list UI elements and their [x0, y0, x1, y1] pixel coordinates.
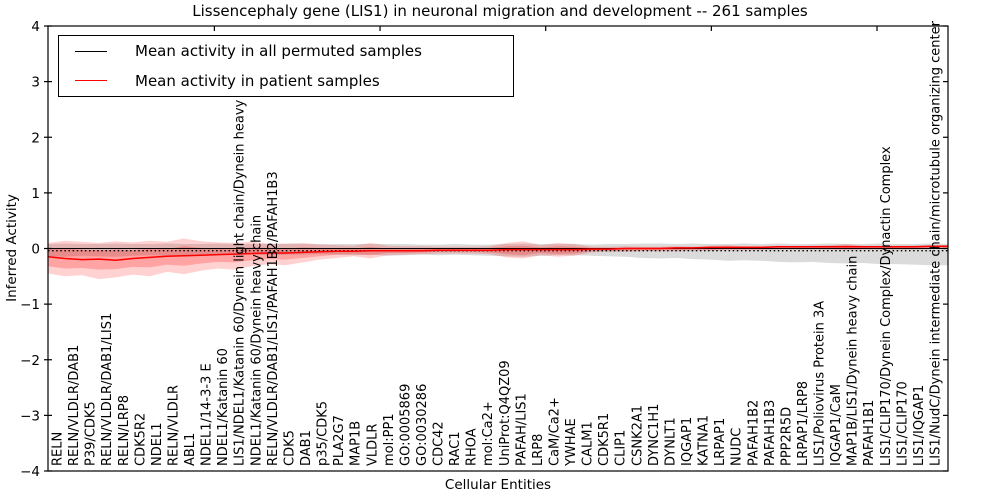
x-tick-label: CDK5R2: [133, 413, 148, 466]
x-tick-label: RELN: [51, 432, 66, 466]
x-tick-label: RELN/VLDLR/DAB1/LIS1: [100, 313, 115, 466]
y-tick-label: −1: [20, 297, 40, 313]
x-tick-label: LIS1/CLIP170: [895, 381, 910, 466]
y-tick-label: −2: [20, 353, 40, 369]
permuted-line-swatch: [75, 50, 107, 52]
x-tick-label: DYNLT1: [663, 417, 678, 466]
y-tick-label: 1: [31, 186, 40, 202]
x-tick-label: PAFAH1B3: [763, 400, 778, 466]
legend-box: Mean activity in all permuted samples Me…: [58, 35, 514, 97]
x-tick-label: RELN/LRP8: [117, 395, 132, 466]
x-tick-label: RELN/VLDLR/DAB1: [67, 345, 82, 466]
x-tick-label: PPP2R5D: [779, 407, 794, 466]
patient-line-swatch: [75, 80, 107, 82]
band-2: [48, 245, 948, 270]
x-tick-label: LIS1/CLIP170/Dynein Complex/Dynactin Com…: [879, 146, 894, 466]
x-tick-label: NDEL1/Katanin 60: [216, 348, 231, 466]
x-tick-label: LIS1/NudC/Dynein intermediate chain/micr…: [929, 20, 944, 466]
x-tick-label: P39/CDK5: [84, 401, 99, 466]
x-tick-label: NDEL1/Katanin 60/Dynein heavy chain: [249, 215, 264, 466]
x-tick-label: RAC1: [448, 431, 463, 466]
legend-item-patient: Mean activity in patient samples: [59, 67, 513, 95]
x-tick-label: RHOA: [465, 428, 480, 466]
x-tick-label: VLDLR: [365, 424, 380, 466]
legend-label-patient: Mean activity in patient samples: [135, 71, 380, 90]
legend-label-permuted: Mean activity in all permuted samples: [135, 42, 422, 61]
chart-title: Lissencephaly gene (LIS1) in neuronal mi…: [192, 2, 808, 20]
x-tick-label: CDK5R1: [597, 413, 612, 466]
x-tick-label: CaM/Ca2+: [548, 397, 563, 466]
x-tick-label: RELN/VLDLR: [167, 385, 182, 466]
x-tick-label: KATNA1: [697, 415, 712, 466]
x-tick-label: CDC42: [432, 421, 447, 466]
legend-item-permuted: Mean activity in all permuted samples: [59, 37, 513, 65]
x-tick-label: LIS1/Poliovirus Protein 3A: [813, 301, 828, 466]
x-tick-label: IQGAP1/CaM: [829, 384, 844, 466]
x-tick-label: PAFAH1B2: [746, 400, 761, 466]
x-tick-label: YWHAE: [564, 418, 579, 467]
x-tick-label: RELN/VLDLR/DAB1/LIS1/PAFAH1B2/PAFAH1B3: [266, 171, 281, 466]
x-tick-label: LRPAP1: [713, 418, 728, 466]
x-tick-label: p35/CDK5: [316, 401, 331, 466]
x-tick-label: PAFAH/LIS1: [514, 393, 529, 466]
x-tick-label: GO:0030286: [415, 384, 430, 466]
y-tick-label: 0: [31, 242, 40, 258]
y-tick-label: −4: [20, 464, 40, 480]
x-tick-label: NDEL1: [150, 423, 165, 466]
y-tick-label: −3: [20, 408, 40, 424]
x-tick-label: LRPAP1/LRP8: [796, 381, 811, 466]
x-tick-label: UniProt:Q4QZ09: [498, 360, 513, 466]
x-tick-label: NUDC: [730, 428, 745, 466]
x-tick-label: CDK5: [282, 430, 297, 466]
x-tick-label: CALM1: [581, 421, 596, 466]
x-tick-label: mol:PP1: [382, 413, 397, 466]
x-tick-label: IQGAP1: [680, 417, 695, 466]
x-tick-label: DAB1: [299, 430, 314, 466]
series-line: [47, 245, 948, 261]
x-tick-label: mol:Ca2+: [481, 401, 496, 466]
y-tick-label: 4: [31, 19, 40, 35]
y-axis-label: Inferred Activity: [4, 194, 20, 302]
x-tick-label: MAP1B/LIS1/Dynein heavy chain: [846, 256, 861, 466]
y-tick-label: 2: [31, 130, 40, 146]
x-tick-label: GO:0005869: [398, 384, 413, 466]
x-tick-label: LIS1/IQGAP1: [912, 385, 927, 466]
x-tick-label: CLIP1: [614, 430, 629, 466]
x-tick-label: MAP1B: [349, 421, 364, 466]
x-tick-label: PLA2G7: [332, 415, 347, 466]
x-tick-label: PAFAH1B1: [862, 400, 877, 466]
x-tick-label: LRP8: [531, 434, 546, 466]
y-tick-label: 3: [31, 75, 40, 91]
x-axis-label: Cellular Entities: [444, 477, 552, 493]
x-tick-label: DYNC1H1: [647, 404, 662, 466]
x-tick-label: NDEL1/14-3-3 E: [200, 363, 215, 466]
x-tick-label: ABL1: [183, 433, 198, 466]
x-tick-label: LIS1/NDEL1/Katanin 60/Dynein light chain…: [233, 60, 248, 466]
x-tick-label: CSNK2A1: [630, 405, 645, 466]
